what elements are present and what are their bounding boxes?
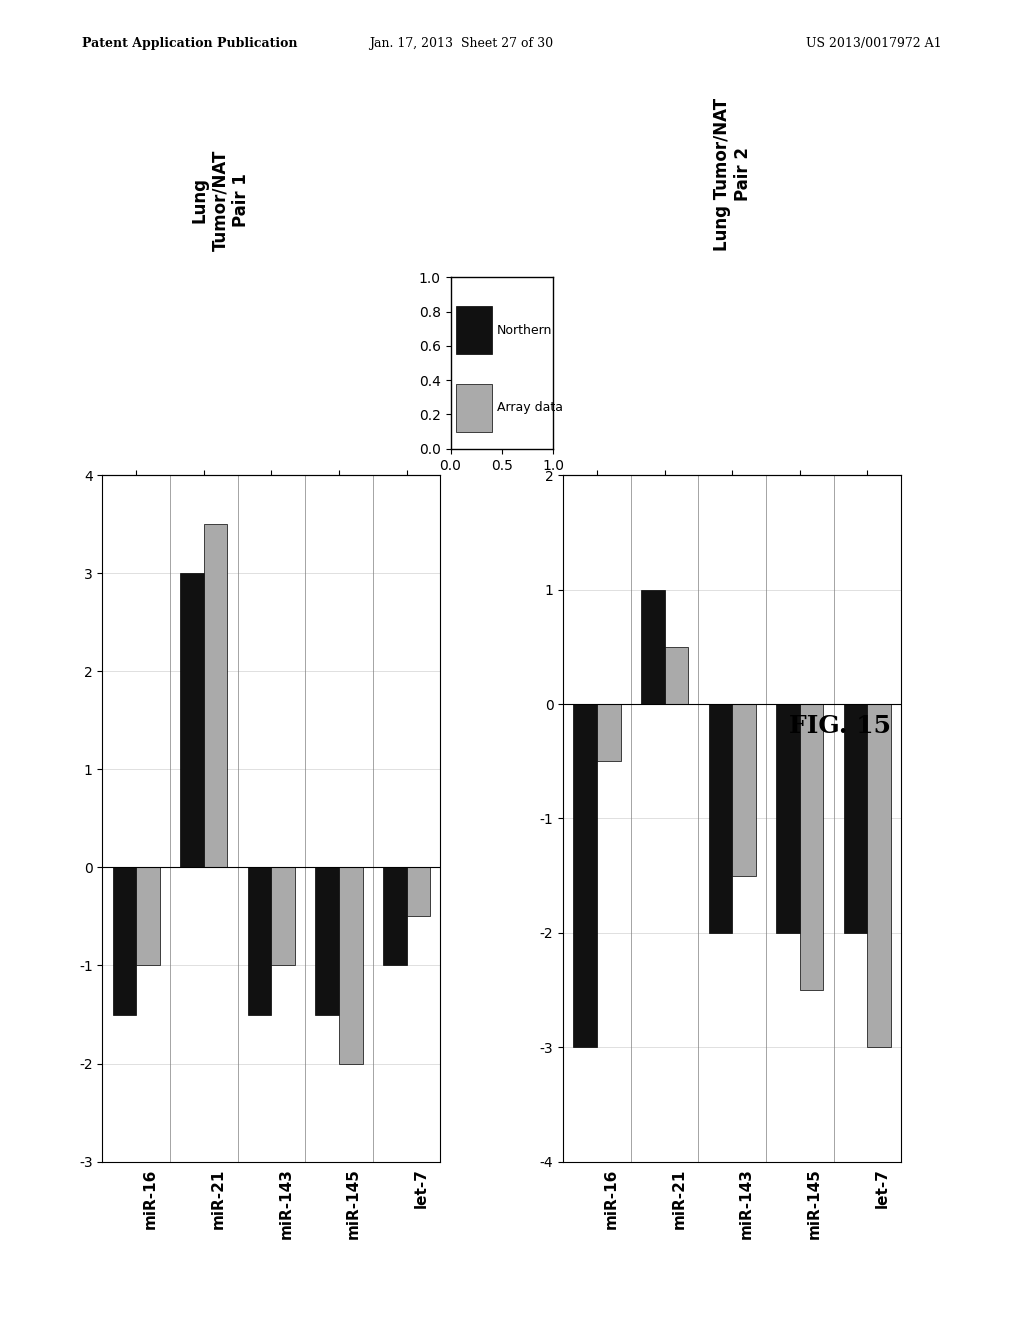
Text: miR-16: miR-16 xyxy=(143,1168,158,1229)
Text: Lung Tumor/NAT
Pair 2: Lung Tumor/NAT Pair 2 xyxy=(713,98,752,251)
Bar xyxy=(271,867,295,965)
Bar xyxy=(641,590,665,704)
Text: miR-143: miR-143 xyxy=(279,1168,293,1239)
Text: miR-145: miR-145 xyxy=(346,1168,360,1239)
Bar xyxy=(844,704,867,933)
Bar xyxy=(776,704,800,933)
Bar xyxy=(339,867,362,1064)
Text: Jan. 17, 2013  Sheet 27 of 30: Jan. 17, 2013 Sheet 27 of 30 xyxy=(369,37,553,50)
Bar xyxy=(136,867,160,965)
Text: miR-21: miR-21 xyxy=(211,1168,225,1229)
FancyBboxPatch shape xyxy=(456,384,492,432)
Text: Lung
Tumor/NAT
Pair 1: Lung Tumor/NAT Pair 1 xyxy=(190,149,250,251)
Bar xyxy=(248,867,271,1015)
Text: Northern: Northern xyxy=(497,323,552,337)
Bar xyxy=(665,647,688,704)
Bar xyxy=(573,704,597,1047)
Text: let-7: let-7 xyxy=(874,1168,889,1208)
Bar xyxy=(383,867,407,965)
Bar xyxy=(867,704,891,1047)
Bar xyxy=(315,867,339,1015)
Text: miR-143: miR-143 xyxy=(739,1168,754,1239)
Bar xyxy=(204,524,227,867)
Bar xyxy=(732,704,756,875)
Bar xyxy=(180,573,204,867)
Text: FIG. 15: FIG. 15 xyxy=(788,714,891,738)
Text: Array data: Array data xyxy=(497,401,562,414)
Bar xyxy=(597,704,621,762)
Text: US 2013/0017972 A1: US 2013/0017972 A1 xyxy=(807,37,942,50)
Text: let-7: let-7 xyxy=(414,1168,428,1208)
Bar xyxy=(113,867,136,1015)
FancyBboxPatch shape xyxy=(456,306,492,354)
Text: miR-145: miR-145 xyxy=(807,1168,821,1239)
Bar xyxy=(709,704,732,933)
Bar xyxy=(800,704,823,990)
Text: miR-21: miR-21 xyxy=(672,1168,686,1229)
Text: miR-16: miR-16 xyxy=(604,1168,618,1229)
Bar xyxy=(407,867,430,916)
Text: Patent Application Publication: Patent Application Publication xyxy=(82,37,297,50)
